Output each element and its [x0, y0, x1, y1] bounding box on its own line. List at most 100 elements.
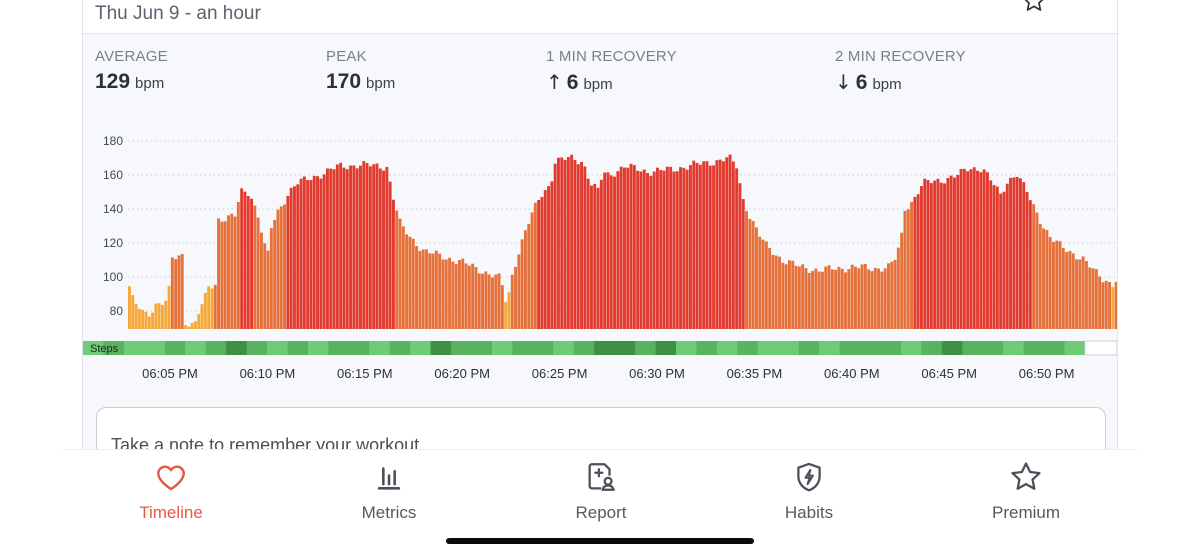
- hr-bar: [207, 286, 211, 329]
- hr-bar: [378, 168, 382, 329]
- steps-segment: [144, 341, 166, 355]
- hr-bar: [613, 176, 616, 329]
- hr-bar: [986, 172, 989, 329]
- tab-timeline[interactable]: Timeline: [81, 460, 261, 530]
- y-tick-label: 80: [110, 304, 124, 318]
- hr-bar: [491, 277, 494, 329]
- hr-bar: [976, 170, 979, 329]
- hr-bar: [362, 161, 366, 329]
- hr-bar: [312, 175, 316, 329]
- hr-bar: [345, 169, 349, 329]
- steps-segment: [757, 341, 779, 355]
- hr-bar: [477, 273, 481, 329]
- steps-segment: [267, 341, 288, 355]
- tab-premium[interactable]: Premium: [936, 460, 1116, 530]
- hr-bar: [1061, 248, 1065, 329]
- hr-bar: [807, 272, 811, 329]
- hr-bar: [728, 154, 732, 329]
- hr-bar: [1114, 281, 1117, 329]
- hr-bar: [375, 163, 379, 329]
- card-header: Thu Jun 9 - an hour: [83, 0, 1117, 34]
- hr-bar: [372, 164, 376, 329]
- hr-bar: [500, 285, 504, 329]
- hr-bar: [811, 271, 814, 329]
- hr-bar: [992, 185, 996, 329]
- heart-rate-chart[interactable]: 180 160 140 120 100 80 Steps 06:05 PM 06:10 PM 06…: [83, 125, 1118, 390]
- hr-bar: [1022, 182, 1026, 329]
- hr-bar: [896, 247, 900, 329]
- hr-bar: [187, 326, 191, 329]
- hr-bar: [128, 286, 131, 329]
- hr-bar: [679, 167, 682, 329]
- hr-bar: [520, 239, 524, 329]
- hr-bar: [972, 167, 976, 329]
- steps-segment: [307, 341, 329, 355]
- hr-bar: [946, 178, 950, 329]
- hr-bar: [718, 159, 722, 329]
- steps-segment: [1003, 341, 1025, 355]
- hr-bar: [593, 183, 597, 329]
- hr-bar: [682, 167, 686, 329]
- hr-bar: [230, 213, 234, 329]
- hr-bar: [695, 163, 699, 329]
- hr-bar: [659, 170, 663, 329]
- hr-bar: [731, 161, 735, 329]
- x-tick-label: 06:45 PM: [921, 366, 977, 381]
- workout-note-input[interactable]: [96, 407, 1106, 449]
- hr-bar: [151, 312, 154, 329]
- steps-segment: [185, 341, 207, 355]
- hr-bar: [821, 271, 824, 329]
- hr-bar: [487, 274, 491, 329]
- report-icon: [588, 463, 615, 491]
- hr-bar: [365, 162, 369, 329]
- steps-segment: [573, 341, 595, 355]
- hr-bar: [1019, 178, 1022, 329]
- hr-bar: [649, 175, 653, 329]
- steps-segment: [696, 341, 718, 355]
- steps-segment: [164, 341, 186, 355]
- hr-bar: [880, 271, 884, 329]
- hr-bar: [675, 171, 679, 329]
- workout-date: Thu Jun 9 - an hour: [95, 3, 261, 24]
- hr-bar: [725, 157, 729, 329]
- hr-bar: [194, 321, 197, 329]
- hr-bar: [279, 206, 283, 329]
- stat-unit: bpm: [135, 75, 165, 92]
- stat-label: 1 MIN RECOVERY: [546, 48, 677, 65]
- tab-report[interactable]: Report: [511, 460, 691, 530]
- hr-bar: [197, 314, 201, 329]
- hr-bar: [243, 191, 247, 329]
- hr-bar: [131, 295, 135, 329]
- star-outline-icon[interactable]: [1021, 0, 1047, 14]
- x-tick-label: 06:40 PM: [824, 366, 880, 381]
- hr-bar: [689, 165, 692, 329]
- hr-bar: [629, 163, 633, 329]
- hr-bar: [134, 304, 138, 329]
- hr-bar: [164, 300, 168, 329]
- tab-habits[interactable]: Habits: [719, 460, 899, 530]
- steps-segment: [778, 341, 800, 355]
- stat-label: 2 MIN RECOVERY: [835, 48, 966, 65]
- hr-bar: [316, 176, 319, 329]
- hr-bar: [570, 154, 574, 329]
- tab-metrics[interactable]: Metrics: [299, 460, 479, 530]
- hr-bar: [293, 186, 296, 329]
- steps-segment: [123, 341, 145, 355]
- stat-1min-recovery: 1 MIN RECOVERY ↑ 6 bpm: [546, 48, 677, 95]
- hr-bar: [504, 302, 508, 329]
- hr-bar: [652, 171, 656, 329]
- stat-peak: PEAK 170 bpm: [326, 48, 395, 94]
- hr-bar: [250, 198, 253, 329]
- steps-segment: [860, 341, 882, 355]
- hr-bar: [395, 210, 399, 329]
- hr-bar: [342, 167, 346, 329]
- hr-bar: [844, 272, 847, 329]
- hr-bar: [289, 187, 293, 329]
- hr-bar: [900, 232, 904, 329]
- y-tick-label: 160: [103, 168, 123, 182]
- hr-bar: [982, 169, 986, 329]
- hr-bar: [1052, 241, 1055, 329]
- hr-bar: [656, 167, 659, 329]
- hr-bar: [1038, 224, 1042, 329]
- hr-bar: [745, 211, 748, 329]
